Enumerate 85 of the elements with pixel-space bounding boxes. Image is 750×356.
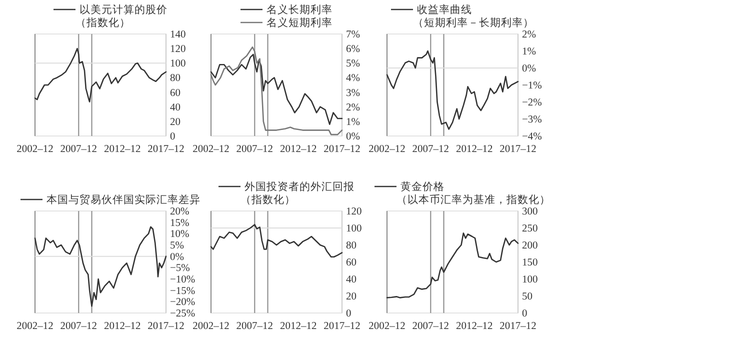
y-tick-label: 3% <box>346 88 360 99</box>
y-tick-label: 0% <box>170 252 184 263</box>
y-tick-label: 20 <box>170 116 180 128</box>
x-tick-label: 2012–12 <box>280 144 317 155</box>
y-tick-label: 20 <box>346 292 356 302</box>
x-tick-label: 2007–12 <box>236 144 274 155</box>
x-tick-label: 2007–12 <box>412 144 450 155</box>
y-tick-label: 5% <box>170 240 184 252</box>
legend-label: 外国投资者的外汇回报（指数化） <box>240 180 354 206</box>
y-tick-label: 5% <box>346 58 360 70</box>
y-tick-label: 100 <box>346 224 362 234</box>
y-tick-label: 10% <box>170 229 190 240</box>
x-tick-label: 2007–12 <box>60 321 98 332</box>
line-series <box>386 50 519 130</box>
y-tick-label: −2% <box>522 98 542 108</box>
legend-label: 收益率曲线（短期利率－长期利率） <box>413 3 534 29</box>
y-tick-label: 150 <box>522 258 538 268</box>
line-series <box>210 46 343 136</box>
y-tick-label: 2% <box>522 30 536 40</box>
y-tick-label: −5% <box>170 263 190 274</box>
x-tick-label: 2007–12 <box>412 321 450 332</box>
y-tick-label: 140 <box>170 30 186 40</box>
y-tick-label: 100 <box>522 274 538 286</box>
y-tick-label: 0% <box>522 64 536 74</box>
y-tick-label: 250 <box>522 224 538 234</box>
y-tick-label: −25% <box>170 308 196 320</box>
y-tick-label: 0% <box>346 132 360 142</box>
line-series <box>210 54 343 125</box>
y-tick-label: 0 <box>522 308 528 320</box>
line-series <box>210 224 343 258</box>
y-tick-label: 120 <box>346 206 362 218</box>
x-tick-label: 2012–12 <box>104 321 141 332</box>
y-tick-label: 20% <box>170 206 190 218</box>
y-tick-label: 50 <box>522 292 532 302</box>
y-tick-label: 1% <box>522 46 536 58</box>
y-tick-label: 80 <box>346 240 356 252</box>
y-tick-label: 100 <box>170 58 186 70</box>
y-tick-label: 1% <box>346 116 360 128</box>
x-tick-label: 2012–12 <box>456 144 493 155</box>
y-tick-label: 2% <box>346 102 360 114</box>
x-tick-label: 2002–12 <box>368 144 406 155</box>
x-tick-label: 2017–12 <box>148 321 184 332</box>
y-tick-label: 4% <box>346 73 360 84</box>
x-tick-label: 2007–12 <box>236 321 274 332</box>
x-tick-label: 2017–12 <box>148 144 184 155</box>
y-tick-label: −3% <box>522 114 542 126</box>
y-tick-label: −1% <box>522 80 542 92</box>
x-tick-label: 2007–12 <box>60 144 98 155</box>
x-tick-label: 2017–12 <box>500 321 536 332</box>
x-tick-label: 2012–12 <box>280 321 317 332</box>
legend-label: 名义短期利率 <box>266 16 332 29</box>
y-tick-label: 0 <box>346 308 352 320</box>
x-tick-label: 2017–12 <box>500 144 536 155</box>
y-tick-label: 120 <box>170 44 186 56</box>
y-tick-label: 60 <box>170 88 180 99</box>
x-tick-label: 2002–12 <box>192 321 230 332</box>
y-tick-label: 6% <box>346 44 360 56</box>
y-tick-label: −15% <box>170 286 196 297</box>
legend-label: 以美元计算的股价（指数化） <box>76 3 168 29</box>
y-tick-label: −10% <box>170 274 196 286</box>
x-tick-label: 2012–12 <box>104 144 141 155</box>
x-tick-label: 2002–12 <box>192 144 230 155</box>
y-tick-label: 15% <box>170 218 190 229</box>
x-tick-label: 2002–12 <box>16 144 54 155</box>
x-tick-label: 2017–12 <box>324 321 360 332</box>
y-tick-label: 80 <box>170 73 180 84</box>
y-tick-label: 60 <box>346 258 356 268</box>
legend-label: 黄金价格（以本币汇率为基准，指数化） <box>396 180 550 206</box>
y-tick-label: 0 <box>170 132 176 142</box>
y-tick-label: 200 <box>522 240 538 252</box>
legend-label: 名义长期利率 <box>266 3 332 16</box>
y-tick-label: 40 <box>346 274 356 286</box>
x-tick-label: 2012–12 <box>456 321 493 332</box>
y-tick-label: 7% <box>346 30 360 40</box>
line-series <box>34 226 167 307</box>
x-tick-label: 2017–12 <box>324 144 360 155</box>
line-series <box>386 232 519 298</box>
x-tick-label: 2002–12 <box>368 321 406 332</box>
y-tick-label: 40 <box>170 102 180 114</box>
y-tick-label: −4% <box>522 132 542 142</box>
legend-label: 本国与贸易伙伴国实际汇率差异 <box>46 193 200 206</box>
line-series <box>34 48 167 102</box>
y-tick-label: 300 <box>522 206 538 218</box>
y-tick-label: −20% <box>170 297 196 308</box>
x-tick-label: 2002–12 <box>16 321 54 332</box>
